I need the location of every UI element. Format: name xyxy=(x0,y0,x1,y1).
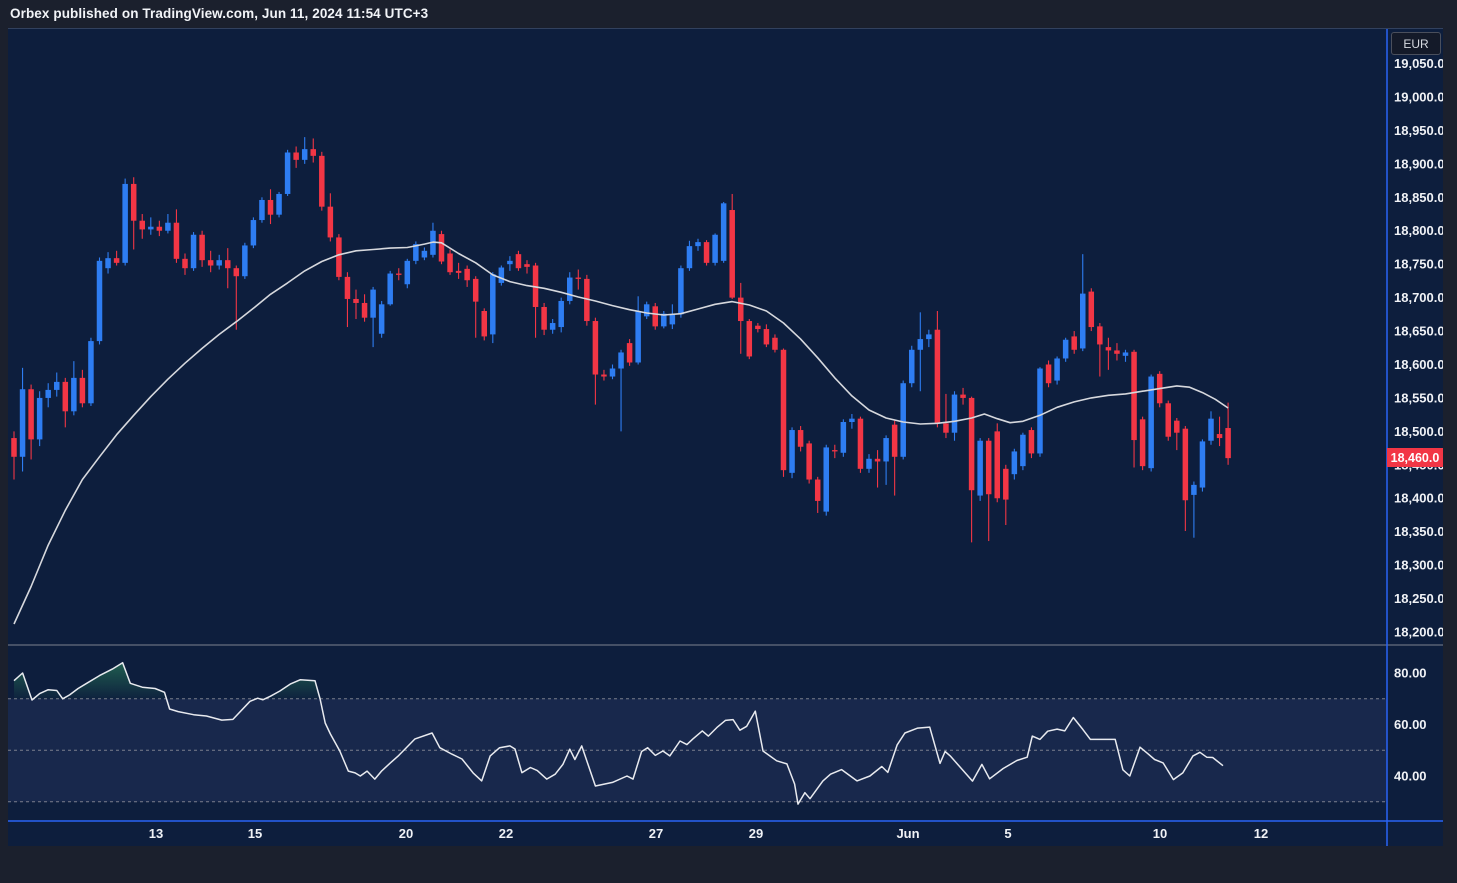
price-chart[interactable]: 19,050.0 19,000.0 18,950.0 18,900.0 18,850.0… xyxy=(8,29,1443,846)
svg-text:18,500.0: 18,500.0 xyxy=(1394,424,1443,439)
frame-lines xyxy=(8,29,1443,846)
chart-area[interactable]: 19,050.0 19,000.0 18,950.0 18,900.0 18,850.0… xyxy=(8,28,1443,846)
svg-text:18,850.0: 18,850.0 xyxy=(1394,190,1443,205)
svg-text:5: 5 xyxy=(1004,826,1011,841)
svg-text:15: 15 xyxy=(248,826,262,841)
svg-text:19,050.0: 19,050.0 xyxy=(1394,56,1443,71)
svg-text:60.00: 60.00 xyxy=(1394,717,1427,732)
price-axis[interactable] xyxy=(1387,28,1443,820)
svg-text:18,650.0: 18,650.0 xyxy=(1394,324,1443,339)
svg-text:18,350.0: 18,350.0 xyxy=(1394,524,1443,539)
footer-bar: TradingView xyxy=(0,845,1457,883)
rsi-line xyxy=(13,661,1224,805)
svg-text:19,000.0: 19,000.0 xyxy=(1394,89,1443,104)
last-price-badge: 18,460.0 xyxy=(1387,448,1443,467)
svg-text:27: 27 xyxy=(649,826,663,841)
svg-text:29: 29 xyxy=(749,826,763,841)
svg-text:13: 13 xyxy=(149,826,163,841)
svg-text:18,300.0: 18,300.0 xyxy=(1394,558,1443,573)
indicator-axis-labels: 80.00 60.00 40.00 xyxy=(1394,666,1427,784)
time-axis[interactable] xyxy=(8,821,1387,845)
svg-text:18,900.0: 18,900.0 xyxy=(1394,156,1443,171)
svg-text:10: 10 xyxy=(1153,826,1167,841)
svg-text:12: 12 xyxy=(1254,826,1268,841)
svg-text:22: 22 xyxy=(499,826,513,841)
svg-text:18,200.0: 18,200.0 xyxy=(1394,625,1443,640)
svg-text:18,250.0: 18,250.0 xyxy=(1394,591,1443,606)
svg-text:40.00: 40.00 xyxy=(1394,769,1427,784)
header-bar: Orbex published on TradingView.com, Jun … xyxy=(0,0,1457,28)
svg-text:18,800.0: 18,800.0 xyxy=(1394,223,1443,238)
svg-text:Jun: Jun xyxy=(896,826,919,841)
moving-average-line xyxy=(13,241,1229,625)
time-axis-labels: 13 15 20 22 27 29 Jun 5 10 12 xyxy=(149,826,1268,841)
svg-text:80.00: 80.00 xyxy=(1394,666,1427,681)
svg-text:18,600.0: 18,600.0 xyxy=(1394,357,1443,372)
svg-text:18,700.0: 18,700.0 xyxy=(1394,290,1443,305)
rsi-overbought-fill xyxy=(14,662,1223,805)
svg-text:18,950.0: 18,950.0 xyxy=(1394,123,1443,138)
svg-text:18,750.0: 18,750.0 xyxy=(1394,257,1443,272)
candles-group[interactable] xyxy=(11,137,1231,543)
svg-text:20: 20 xyxy=(399,826,413,841)
currency-button[interactable]: EUR xyxy=(1391,32,1441,55)
svg-text:18,550.0: 18,550.0 xyxy=(1394,390,1443,405)
publish-caption: Orbex published on TradingView.com, Jun … xyxy=(10,6,429,21)
svg-text:18,400.0: 18,400.0 xyxy=(1394,491,1443,506)
